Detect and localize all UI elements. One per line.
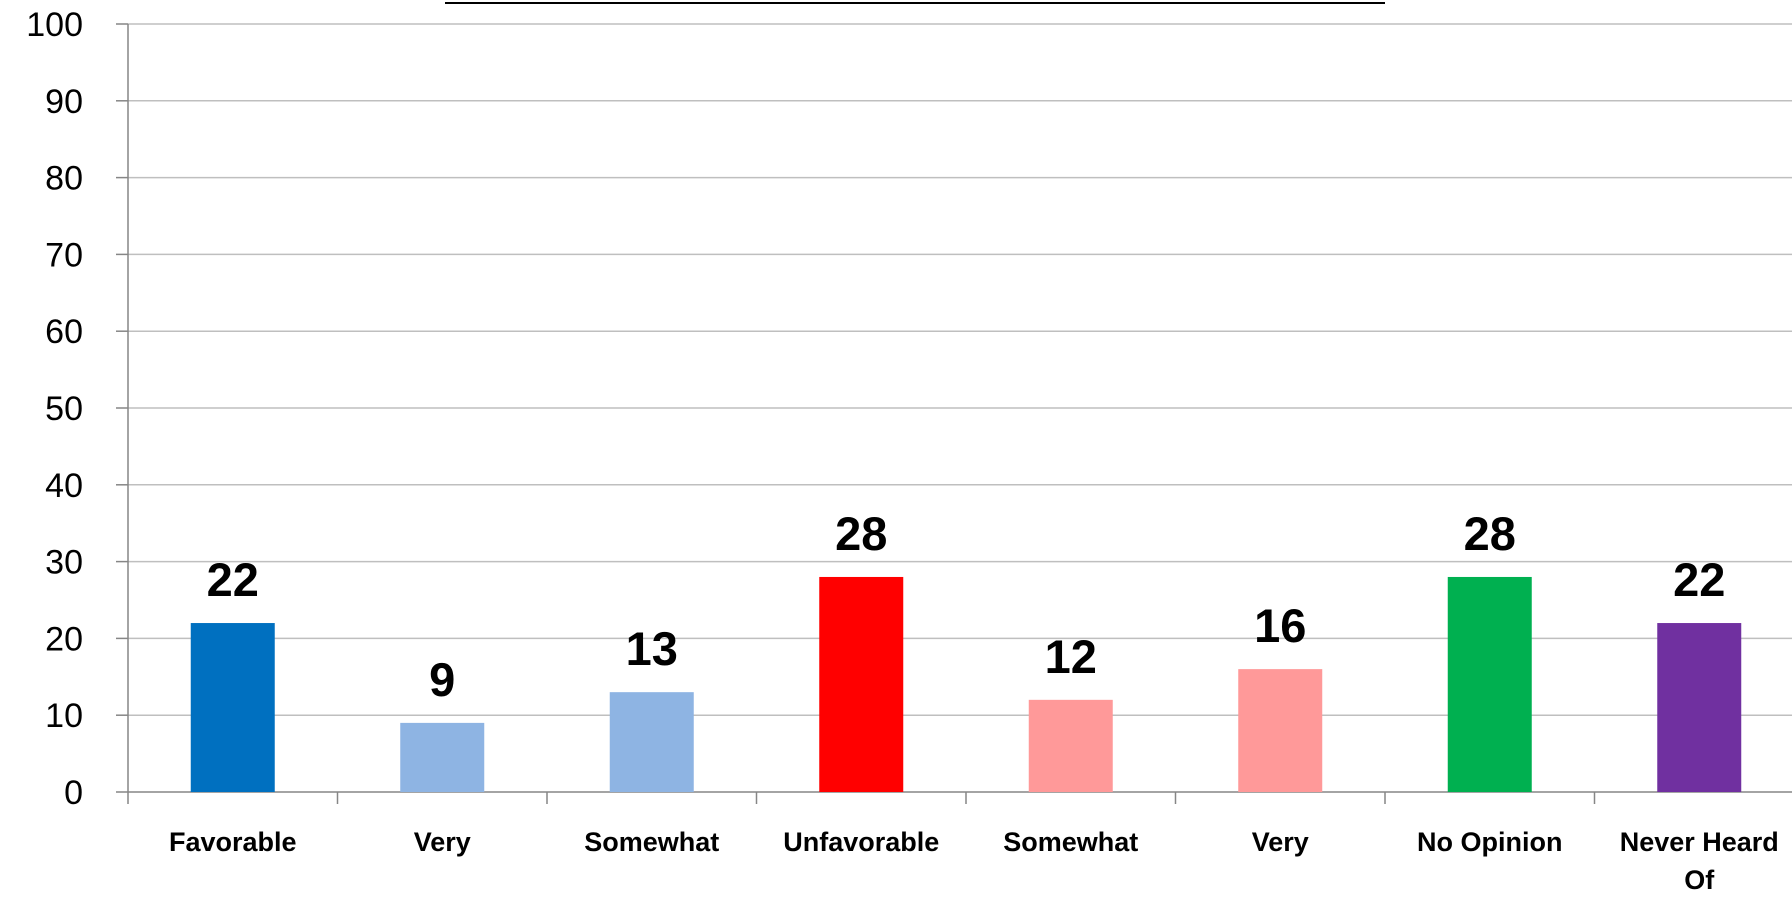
data-label-3: 28 bbox=[835, 507, 887, 560]
y-tick-label: 50 bbox=[45, 390, 83, 428]
data-label-4: 12 bbox=[1045, 630, 1097, 683]
y-tick-label: 80 bbox=[45, 160, 83, 198]
gridlines bbox=[128, 23, 1792, 716]
x-tick-label-7: Never Heard bbox=[1620, 827, 1779, 857]
x-tick-label-0: Favorable bbox=[169, 827, 297, 857]
data-labels: 22 9 13 28 12 16 28 22 bbox=[207, 507, 1726, 706]
x-tick-label-3: Unfavorable bbox=[783, 827, 939, 857]
data-label-0: 22 bbox=[207, 553, 259, 606]
data-label-6: 28 bbox=[1464, 507, 1516, 560]
data-label-7: 22 bbox=[1673, 553, 1725, 606]
bar-5 bbox=[1238, 669, 1323, 792]
tick-labels: 0 10 20 30 40 50 60 70 80 90 100 Favorable Very Somew… bbox=[26, 6, 1779, 895]
bar-0 bbox=[190, 623, 275, 792]
y-tick-label: 100 bbox=[26, 6, 83, 44]
y-tick-label: 0 bbox=[64, 774, 83, 812]
bar-1 bbox=[400, 722, 485, 792]
axes bbox=[116, 23, 1792, 804]
x-tick-label-7-line1: Of bbox=[1684, 865, 1715, 895]
x-tick-label-5: Very bbox=[1252, 827, 1309, 857]
x-tick-label-1: Very bbox=[414, 827, 471, 857]
bars bbox=[190, 576, 1742, 792]
data-label-5: 16 bbox=[1254, 599, 1306, 652]
x-tick-label-4: Somewhat bbox=[1003, 827, 1138, 857]
bar-7 bbox=[1657, 623, 1742, 792]
y-tick-label: 10 bbox=[45, 697, 83, 735]
x-tick-label-6: No Opinion bbox=[1417, 827, 1562, 857]
bar-3 bbox=[819, 576, 904, 792]
y-tick-label: 30 bbox=[45, 544, 83, 582]
y-tick-label: 40 bbox=[45, 467, 83, 505]
y-tick-label: 20 bbox=[45, 620, 83, 658]
data-label-1: 9 bbox=[429, 653, 455, 706]
bar-4 bbox=[1028, 699, 1113, 792]
data-label-2: 13 bbox=[626, 622, 678, 675]
bar-6 bbox=[1447, 576, 1532, 792]
y-tick-label: 90 bbox=[45, 83, 83, 121]
bar-2 bbox=[609, 692, 694, 792]
y-tick-label: 70 bbox=[45, 236, 83, 274]
x-tick-label-2: Somewhat bbox=[584, 827, 719, 857]
y-tick-label: 60 bbox=[45, 313, 83, 351]
